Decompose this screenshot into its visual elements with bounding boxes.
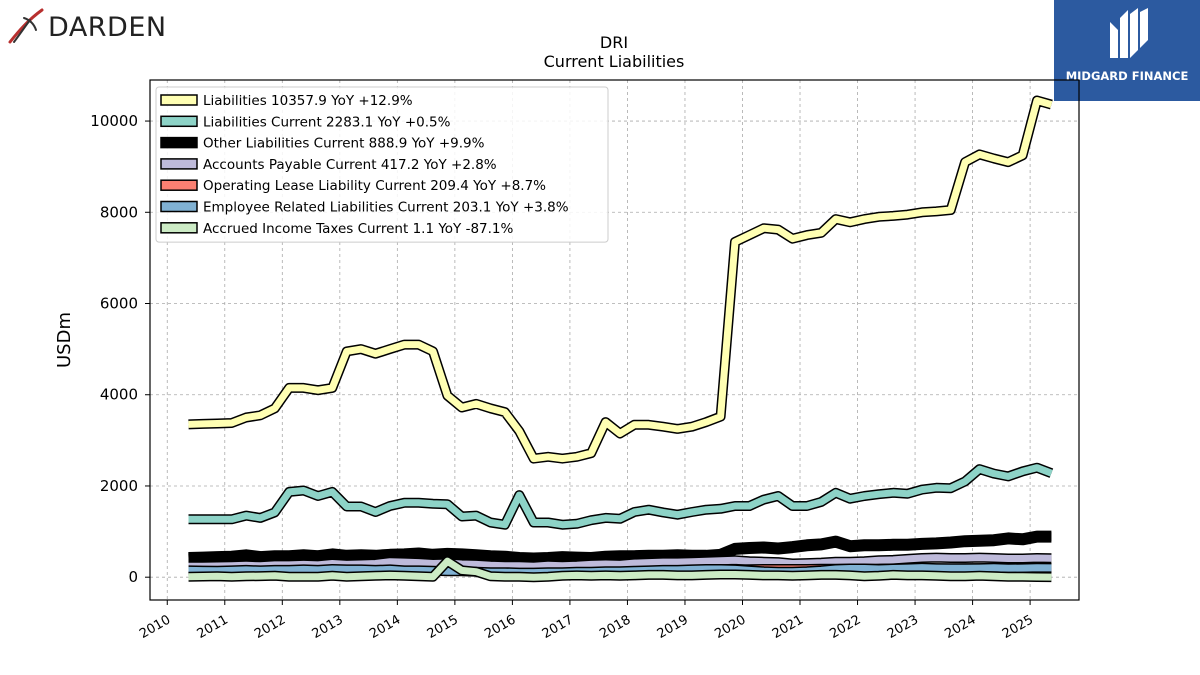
- darden-logo-mark-icon: [8, 8, 44, 44]
- x-tick-label: 2018: [597, 612, 633, 642]
- legend-swatch: [160, 200, 198, 213]
- x-tick-label: 2013: [310, 612, 346, 642]
- midgard-logo-mark-icon: [1110, 8, 1148, 58]
- legend-label: Other Liabilities Current 888.9 YoY +9.9…: [203, 136, 485, 152]
- y-tick-label: 2000: [100, 477, 138, 495]
- midgard-finance-logo: MIDGARD FINANCE: [1054, 0, 1200, 101]
- x-tick-label: 2020: [712, 612, 748, 642]
- legend-box: [155, 86, 609, 243]
- x-tick-label: 2015: [425, 612, 461, 642]
- x-tick-label: 2024: [942, 612, 978, 642]
- series-line: [188, 532, 1052, 563]
- series-line: [188, 557, 1052, 581]
- legend-label: Accrued Income Taxes Current 1.1 YoY -87…: [203, 221, 514, 237]
- chart-title: DRI: [600, 33, 628, 52]
- x-tick-label: 2023: [885, 612, 921, 642]
- y-tick-label: 0: [128, 568, 138, 586]
- series-line: [188, 464, 1053, 529]
- midgard-logo-text: MIDGARD FINANCE: [1065, 69, 1189, 83]
- y-tick-label: 10000: [90, 112, 138, 130]
- x-axis: 2010 2011 2012 2013 2014 2015 2016 2017 2018 2019…: [137, 600, 1036, 642]
- legend-swatch: [160, 158, 198, 170]
- legend-label: Employee Related Liabilities Current 203…: [203, 200, 569, 216]
- legend-label: Liabilities Current 2283.1 YoY +0.5%: [203, 114, 451, 130]
- legend-swatch: [160, 222, 198, 234]
- x-tick-label: 2014: [367, 612, 403, 642]
- y-axis-label: USDm: [54, 312, 75, 368]
- x-tick-label: 2022: [827, 612, 863, 642]
- chart-subtitle: Current Liabilities: [544, 52, 685, 71]
- x-tick-label: 2019: [655, 612, 691, 642]
- legend-swatch: [160, 136, 198, 149]
- legend-label: Accounts Payable Current 417.2 YoY +2.8%: [203, 157, 497, 173]
- x-tick-label: 2017: [540, 612, 576, 642]
- series-line: [188, 97, 1053, 463]
- x-tick-label: 2016: [482, 612, 518, 642]
- y-tick-label: 8000: [100, 203, 138, 221]
- legend-label: Liabilities 10357.9 YoY +12.9%: [203, 93, 413, 109]
- y-tick-label: 4000: [100, 386, 138, 404]
- series-line: [188, 554, 1052, 570]
- legend: Liabilities 10357.9 YoY +12.9% Liabilitie…: [155, 86, 609, 243]
- x-tick-label: 2021: [770, 612, 806, 642]
- legend-swatch: [160, 115, 198, 128]
- darden-logo-text: DARDEN: [48, 12, 167, 43]
- legend-label: Operating Lease Liability Current 209.4 …: [203, 178, 546, 194]
- legend-swatch: [160, 94, 198, 106]
- y-tick-label: 6000: [100, 295, 138, 313]
- x-tick-label: 2012: [252, 612, 288, 642]
- legend-swatch: [160, 179, 198, 191]
- plot-frame: [149, 79, 1080, 601]
- series-layer: [188, 95, 1054, 583]
- x-tick-label: 2010: [137, 612, 173, 642]
- x-tick-label: 2025: [1000, 612, 1036, 642]
- x-tick-label: 2011: [195, 612, 231, 642]
- y-axis: 0 2000 4000 6000 8000 10000: [90, 112, 150, 586]
- darden-logo: DARDEN: [4, 6, 174, 46]
